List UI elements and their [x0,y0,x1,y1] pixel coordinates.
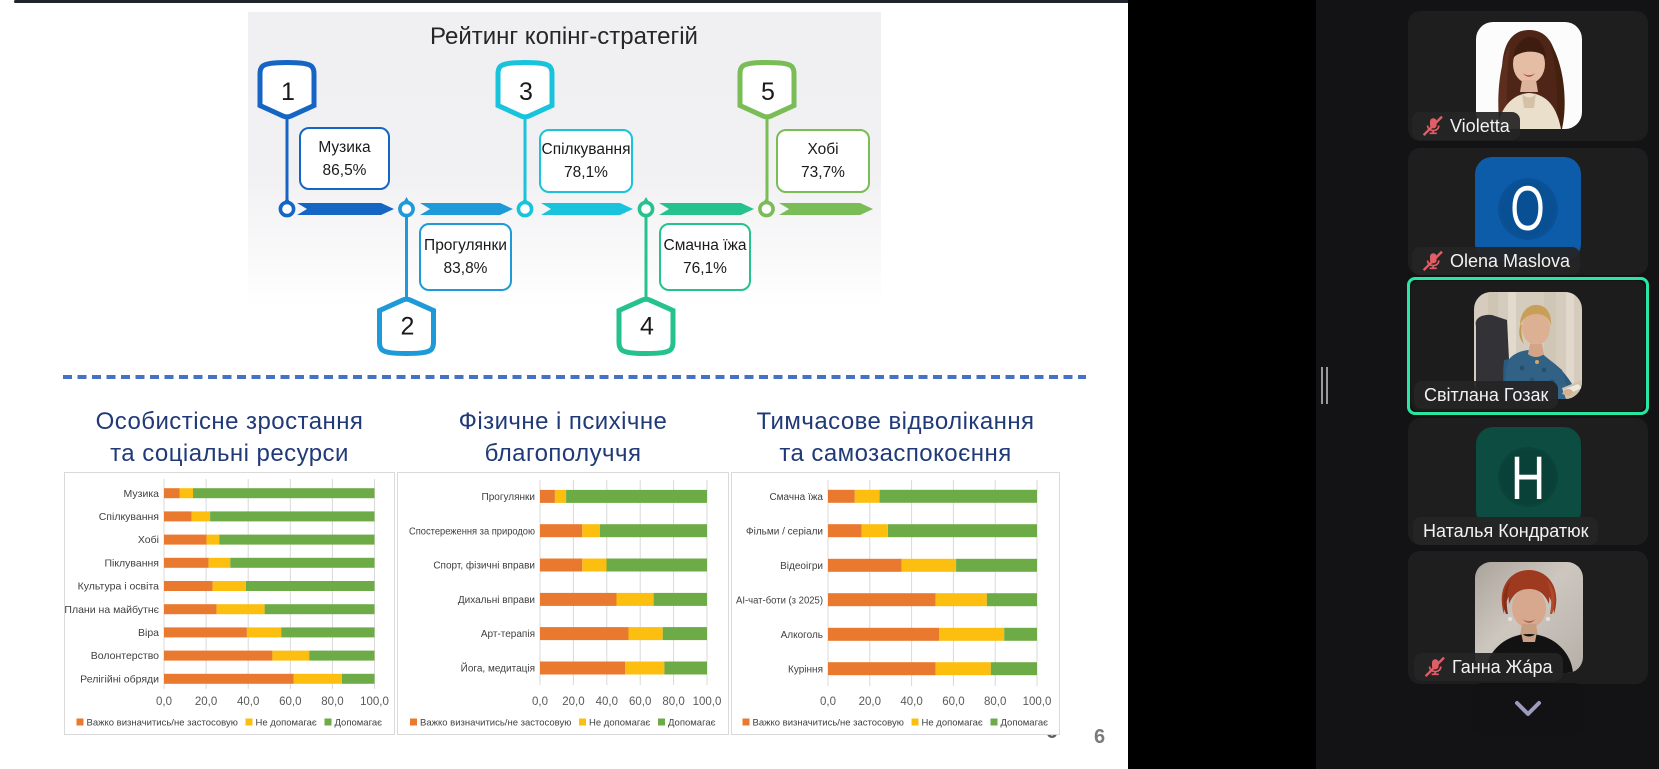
svg-text:80,0: 80,0 [662,696,684,708]
svg-text:Релігійні обряди: Релігійні обряди [80,673,159,685]
svg-text:Спілкування: Спілкування [99,511,159,523]
svg-text:АІ-чат-боти (з 2025): АІ-чат-боти (з 2025) [736,594,823,606]
svg-text:60,0: 60,0 [279,696,301,708]
svg-text:Піклування: Піклування [104,557,159,569]
svg-text:Куріння: Куріння [788,664,823,675]
svg-text:Віра: Віра [138,627,159,639]
svg-text:2: 2 [401,313,415,341]
svg-text:100,0: 100,0 [693,696,722,708]
svg-text:100,0: 100,0 [360,696,389,708]
svg-text:Фільми / серіали: Фільми / серіали [746,526,823,537]
svg-text:0,0: 0,0 [532,696,548,708]
svg-text:Відеоігри: Відеоігри [780,561,823,572]
svg-text:Музика: Музика [124,488,160,500]
svg-text:Плани на майбутнє: Плани на майбутнє [64,604,159,616]
svg-text:Не допомагає: Не допомагає [922,717,983,728]
svg-text:Волонтерство: Волонтерство [91,650,159,662]
svg-text:Не допомагає: Не допомагає [589,717,650,728]
svg-text:Алкоголь: Алкоголь [781,630,823,641]
svg-text:Йога, медитація: Йога, медитація [461,662,535,675]
svg-text:Смачна їжа: Смачна їжа [769,492,823,503]
svg-text:40,0: 40,0 [900,696,922,708]
svg-text:Спостереження за природою: Спостереження за природою [409,526,535,537]
svg-text:20,0: 20,0 [562,696,584,708]
svg-text:Не допомагає: Не допомагає [256,717,317,728]
svg-text:Хобі: Хобі [138,534,159,546]
svg-text:Важко визначитись/не застосову: Важко визначитись/не застосовую [420,717,571,728]
svg-text:Допомагає: Допомагає [668,717,716,728]
svg-text:Дихальні вправи: Дихальні вправи [458,595,535,606]
svg-text:0,0: 0,0 [156,696,172,708]
svg-text:80,0: 80,0 [984,696,1006,708]
svg-text:1: 1 [281,78,295,106]
svg-text:0,0: 0,0 [820,696,836,708]
svg-text:60,0: 60,0 [629,696,651,708]
svg-text:Важко визначитись/не застосову: Важко визначитись/не застосовую [753,717,904,728]
svg-text:Важко визначитись/не застосову: Важко визначитись/не застосовую [87,717,238,728]
svg-text:Культура і освіта: Культура і освіта [78,581,160,593]
svg-text:Прогулянки: Прогулянки [482,492,535,503]
svg-text:Допомагає: Допомагає [335,717,383,728]
svg-text:Арт-терапія: Арт-терапія [481,629,535,640]
svg-text:Допомагає: Допомагає [1001,717,1049,728]
svg-text:20,0: 20,0 [859,696,881,708]
svg-text:40,0: 40,0 [237,696,259,708]
svg-text:4: 4 [640,313,654,341]
svg-text:20,0: 20,0 [195,696,217,708]
svg-text:3: 3 [519,78,533,106]
svg-text:80,0: 80,0 [321,696,343,708]
svg-text:5: 5 [761,78,775,106]
svg-text:60,0: 60,0 [942,696,964,708]
svg-text:100,0: 100,0 [1023,696,1052,708]
svg-text:40,0: 40,0 [596,696,618,708]
svg-text:Спорт, фізичні вправи: Спорт, фізичні вправи [433,560,535,572]
